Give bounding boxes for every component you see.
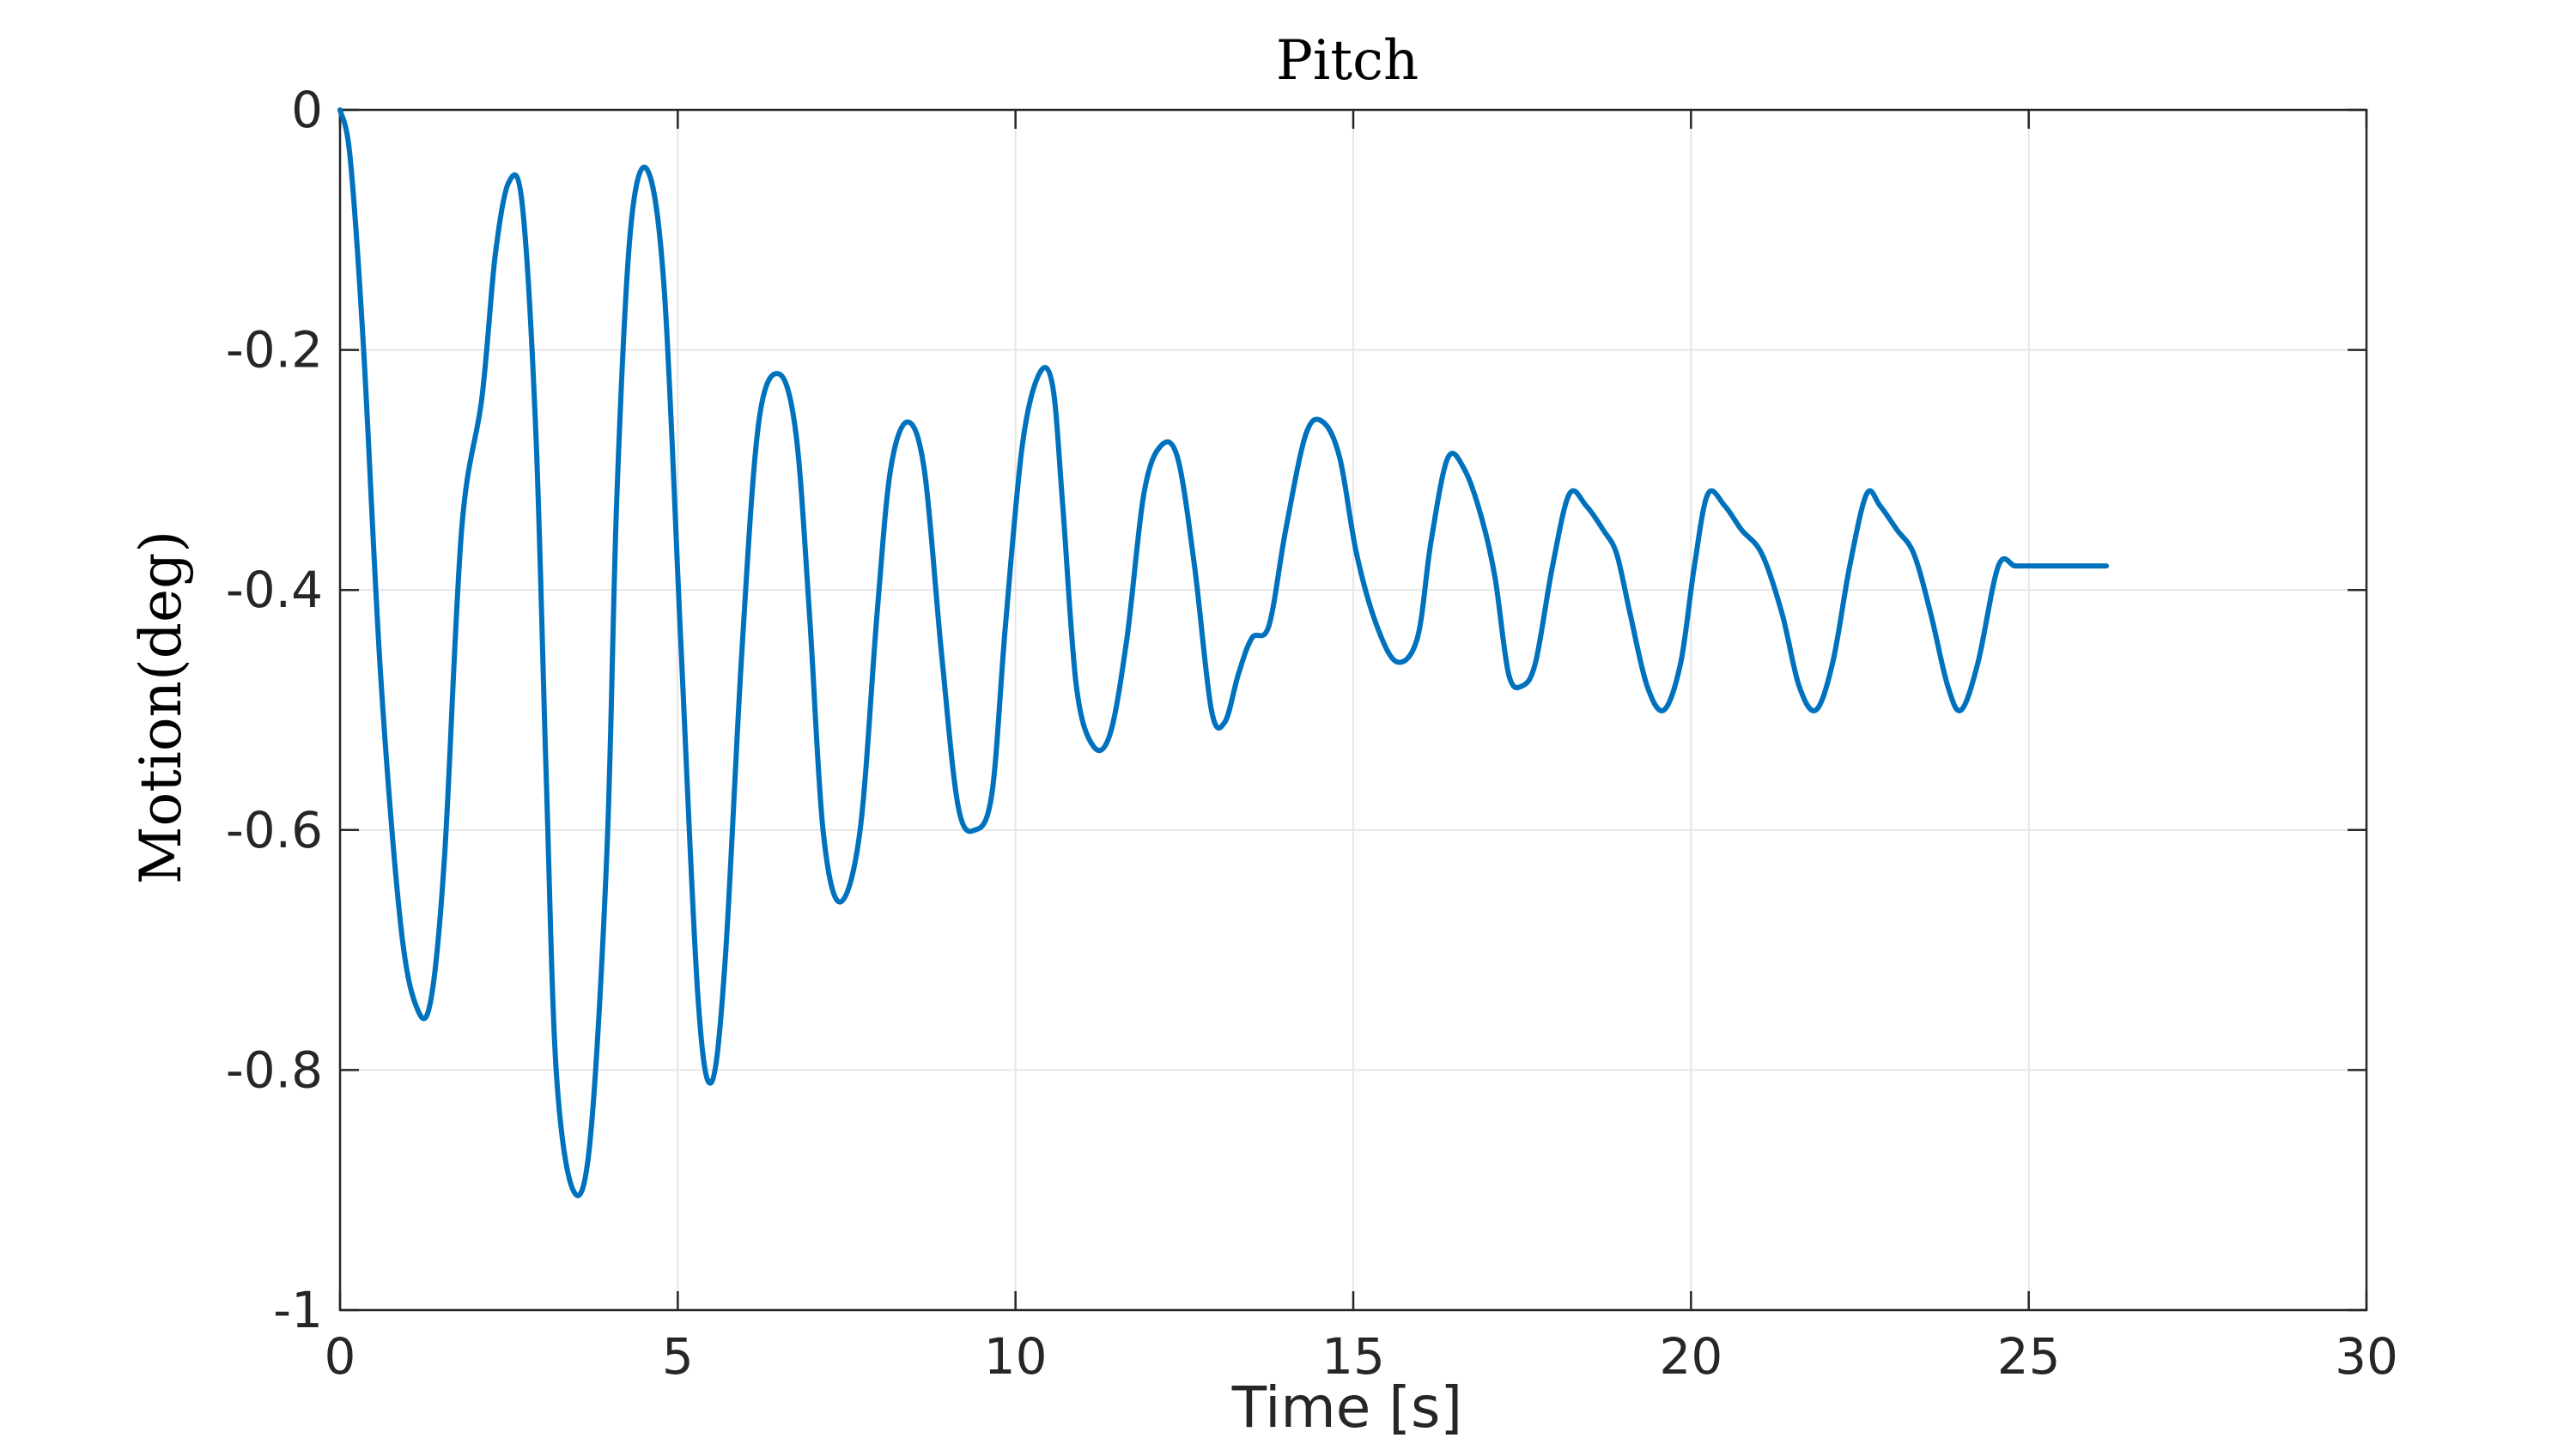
x-tick-label: 25 bbox=[1997, 1327, 2061, 1386]
x-tick-label: 0 bbox=[325, 1327, 356, 1386]
y-tick-label: -0.2 bbox=[226, 321, 323, 379]
y-tick-label: -0.4 bbox=[226, 561, 323, 619]
x-tick-label: 10 bbox=[984, 1327, 1048, 1386]
chart-title: Pitch bbox=[1276, 29, 1419, 93]
x-tick-label: 5 bbox=[662, 1327, 694, 1386]
x-tick-label: 15 bbox=[1321, 1327, 1385, 1386]
tick-labels: 0 5 10 15 20 25 30 0 -0.2 -0.4 -0.6 -0.8 -1 bbox=[226, 81, 2398, 1386]
pitch-series-line bbox=[337, 107, 2110, 1198]
y-axis-title: Motion(deg) bbox=[128, 531, 194, 884]
y-tick-label: -1 bbox=[273, 1281, 323, 1339]
y-tick-label: -0.8 bbox=[226, 1040, 323, 1099]
series-layer bbox=[337, 107, 2110, 1198]
y-tick-label: -0.6 bbox=[226, 801, 323, 859]
x-axis-title: Time [s] bbox=[1231, 1374, 1462, 1441]
axis-ticks bbox=[338, 108, 2368, 1312]
x-tick-label: 30 bbox=[2335, 1327, 2398, 1386]
x-tick-label: 20 bbox=[1659, 1327, 1722, 1386]
y-tick-label: 0 bbox=[291, 81, 323, 139]
